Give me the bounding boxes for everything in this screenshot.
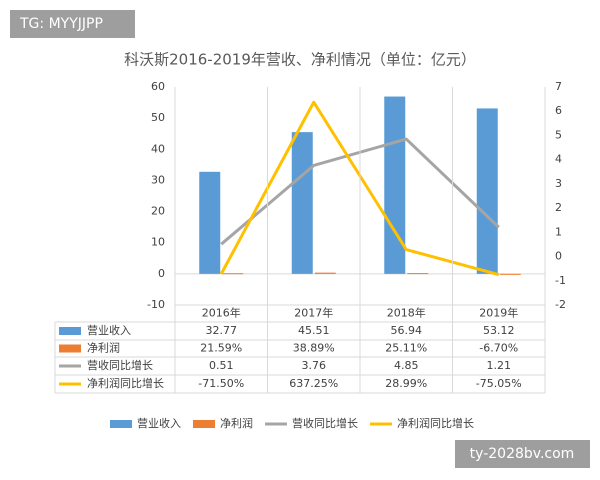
x-tick-label: 2017年 <box>294 306 333 320</box>
y2-tick-label: 2 <box>555 201 562 214</box>
table-cell: 1.21 <box>487 359 512 372</box>
table-cell: 56.94 <box>391 324 423 337</box>
y-tick-label: 0 <box>158 267 165 280</box>
table-cell: 3.76 <box>302 359 327 372</box>
bar <box>199 171 221 274</box>
legend-swatch <box>59 344 81 353</box>
legend-swatch <box>110 420 132 428</box>
legend-label: 净利润同比增长 <box>397 416 474 430</box>
bar <box>407 273 429 275</box>
table-cell: 53.12 <box>483 324 515 337</box>
watermark: TG: MYYJJPP <box>19 16 103 32</box>
watermark: ty-2028bv.com <box>470 446 575 462</box>
x-tick-label: 2016年 <box>202 306 241 320</box>
table-cell: 4.85 <box>394 359 419 372</box>
bar <box>291 132 313 274</box>
y-tick-label: 20 <box>151 205 165 218</box>
table-cell: -6.70% <box>479 342 518 355</box>
legend-swatch <box>59 327 81 335</box>
table-series-name: 营业收入 <box>87 323 131 337</box>
table-cell: 25.11% <box>385 342 427 355</box>
y2-tick-label: -2 <box>555 298 566 311</box>
table-series-name: 营收同比增长 <box>87 358 153 372</box>
watermark-box <box>455 440 590 468</box>
legend-label: 营收同比增长 <box>292 416 358 430</box>
table-series-name: 净利润同比增长 <box>87 376 164 390</box>
bar <box>314 272 336 274</box>
x-tick-label: 2019年 <box>479 306 518 320</box>
table-cell: 637.25% <box>289 377 338 390</box>
table-cell: 32.77 <box>206 324 238 337</box>
table-cell: 28.99% <box>385 377 427 390</box>
table-cell: 38.89% <box>293 342 335 355</box>
y-tick-label: -10 <box>147 298 165 311</box>
table-cell: -71.50% <box>198 377 244 390</box>
table-cell: 45.51 <box>298 324 330 337</box>
y2-tick-label: 3 <box>555 177 562 190</box>
bar <box>222 273 244 275</box>
table-cell: 0.51 <box>209 359 234 372</box>
y2-tick-label: 4 <box>555 153 562 166</box>
watermark-box <box>10 10 135 38</box>
y2-tick-label: 0 <box>555 250 562 263</box>
table-cell: 21.59% <box>200 342 242 355</box>
legend-swatch <box>193 420 215 428</box>
y-tick-label: 10 <box>151 236 165 249</box>
y-tick-label: 60 <box>151 80 165 93</box>
legend-label: 营业收入 <box>137 416 181 430</box>
x-tick-label: 2018年 <box>387 306 426 320</box>
y2-tick-label: -1 <box>555 274 566 287</box>
y-tick-label: 30 <box>151 173 165 186</box>
y-tick-label: 50 <box>151 111 165 124</box>
bar <box>384 96 406 274</box>
bar <box>499 273 521 275</box>
y2-tick-label: 6 <box>555 104 562 117</box>
chart-title: 科沃斯2016-2019年营收、净利情况（单位：亿元） <box>124 51 476 69</box>
legend-label: 净利润 <box>220 416 253 430</box>
y2-tick-label: 1 <box>555 225 562 238</box>
y2-tick-label: 5 <box>555 128 562 141</box>
y-tick-label: 40 <box>151 142 165 155</box>
bar <box>476 108 498 274</box>
table-cell: -75.05% <box>476 377 522 390</box>
table-series-name: 净利润 <box>87 341 120 355</box>
y2-tick-label: 7 <box>555 80 562 93</box>
